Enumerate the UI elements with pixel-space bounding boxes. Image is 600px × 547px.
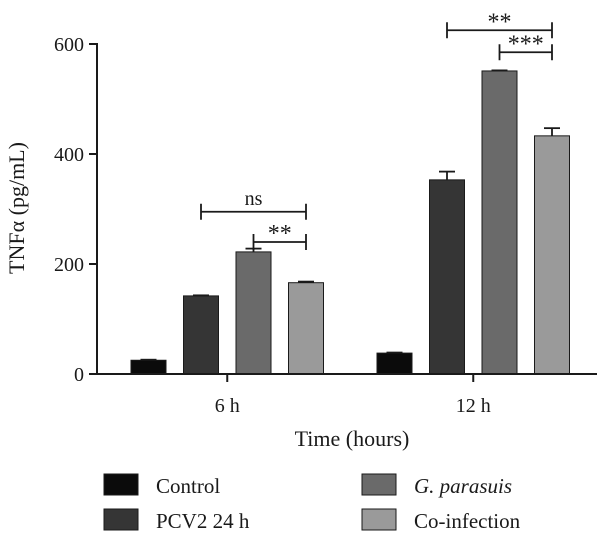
bar-co-infection-1 [534, 135, 570, 375]
x-axis-label: Time (hours) [295, 426, 410, 451]
legend-swatch [103, 473, 139, 496]
legend-label-text: Control [156, 474, 220, 498]
legend-label: PCV2 24 h [156, 509, 250, 533]
y-tick-label: 600 [54, 34, 84, 56]
significance-label: *** [508, 31, 544, 57]
legend-label: G. parasuis [414, 474, 512, 498]
legend-swatch [103, 508, 139, 531]
y-tick-label: 0 [74, 364, 84, 386]
x-tick-label: 12 h [456, 395, 491, 417]
legend-label-text: Co-infection [414, 509, 521, 533]
legend-swatch [361, 473, 397, 496]
y-axis: 0 200 400 600 [54, 34, 98, 386]
bar-co-infection-0 [288, 282, 324, 375]
bar-pcv2-24-h-0 [183, 295, 219, 375]
bar-control-1 [376, 352, 413, 375]
legend-swatch [361, 508, 397, 531]
legend-label-text: PCV2 24 h [156, 509, 250, 533]
y-axis-label: TNFα (pg/mL) [4, 142, 29, 274]
legend-label: Co-infection [414, 509, 521, 533]
x-tick-label: 6 h [215, 395, 240, 417]
significance-annotations: ns******* [200, 9, 553, 250]
significance-label: ns [245, 188, 263, 210]
bar-g-parasuis-0 [235, 251, 272, 375]
bar-control-0 [130, 359, 167, 375]
bar-g-parasuis-1 [481, 70, 518, 375]
bar-pcv2-24-h-1 [429, 179, 465, 375]
significance-label: ** [488, 9, 512, 35]
legend: Control PCV2 24 h G. parasuis Co-infection [103, 473, 521, 533]
y-tick-label: 200 [54, 254, 84, 276]
legend-label: Control [156, 474, 220, 498]
legend-label-italic: G. parasuis [414, 474, 512, 498]
bars [130, 69, 570, 375]
y-tick-label: 400 [54, 144, 84, 166]
x-axis: 6 h 12 h [96, 373, 597, 417]
significance-label: ** [268, 221, 292, 247]
